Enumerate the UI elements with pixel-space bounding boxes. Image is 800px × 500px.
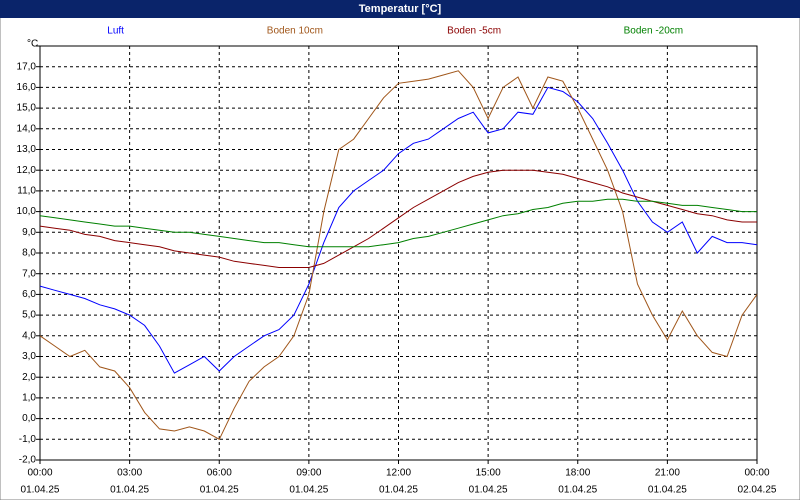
title-bar: [0, 0, 800, 18]
legend-label: Boden -5cm: [447, 26, 501, 37]
x-tick-date: 01.04.25: [558, 485, 597, 496]
x-tick-label: 15:00: [476, 468, 501, 479]
x-tick-date: 01.04.25: [469, 485, 508, 496]
y-tick-label: 17,0: [17, 61, 37, 72]
x-tick-date: 02.04.25: [738, 485, 777, 496]
y-unit: °C: [27, 39, 38, 50]
y-tick-label: -2,0: [19, 455, 37, 466]
legend-label: Luft: [107, 26, 124, 37]
y-tick-label: 3,0: [22, 351, 36, 362]
x-tick-label: 18:00: [565, 468, 590, 479]
y-tick-label: 13,0: [17, 144, 37, 155]
legend-label: Boden -20cm: [624, 26, 683, 37]
x-tick-date: 01.04.25: [379, 485, 418, 496]
chart-title: Temperatur [°C]: [359, 3, 442, 15]
x-tick-label: 12:00: [386, 468, 411, 479]
y-tick-label: 1,0: [22, 393, 36, 404]
x-tick-date: 01.04.25: [110, 485, 149, 496]
x-tick-label: 00:00: [27, 468, 52, 479]
y-tick-label: 15,0: [17, 103, 37, 114]
y-tick-label: 11,0: [17, 186, 36, 197]
y-tick-label: 4,0: [22, 330, 36, 341]
x-tick-date: 01.04.25: [648, 485, 687, 496]
x-tick-label: 03:00: [117, 468, 142, 479]
y-tick-label: -1,0: [19, 434, 37, 445]
x-tick-label: 21:00: [655, 468, 680, 479]
series-line: [39, 169, 757, 268]
x-tick-date: 01.04.25: [289, 485, 328, 496]
y-tick-label: 8,0: [22, 248, 36, 259]
x-tick-label: 09:00: [296, 468, 321, 479]
x-tick-label: 00:00: [744, 468, 769, 479]
x-tick-label: 06:00: [207, 468, 232, 479]
y-tick-label: 5,0: [22, 310, 36, 321]
x-tick-date: 01.04.25: [200, 485, 239, 496]
legend-label: Boden 10cm: [267, 26, 323, 37]
y-tick-label: 6,0: [22, 289, 36, 300]
y-tick-label: 2,0: [22, 372, 36, 383]
series-line: [39, 198, 757, 248]
series-line: [39, 70, 758, 440]
y-tick-label: 14,0: [17, 123, 37, 134]
y-tick-label: 9,0: [22, 227, 36, 238]
x-tick-date: 01.04.25: [21, 485, 60, 496]
y-tick-label: 0,0: [22, 413, 36, 424]
y-tick-label: 10,0: [17, 206, 37, 217]
y-tick-label: 7,0: [22, 268, 36, 279]
y-tick-label: 12,0: [17, 165, 37, 176]
y-tick-label: 16,0: [17, 82, 37, 93]
